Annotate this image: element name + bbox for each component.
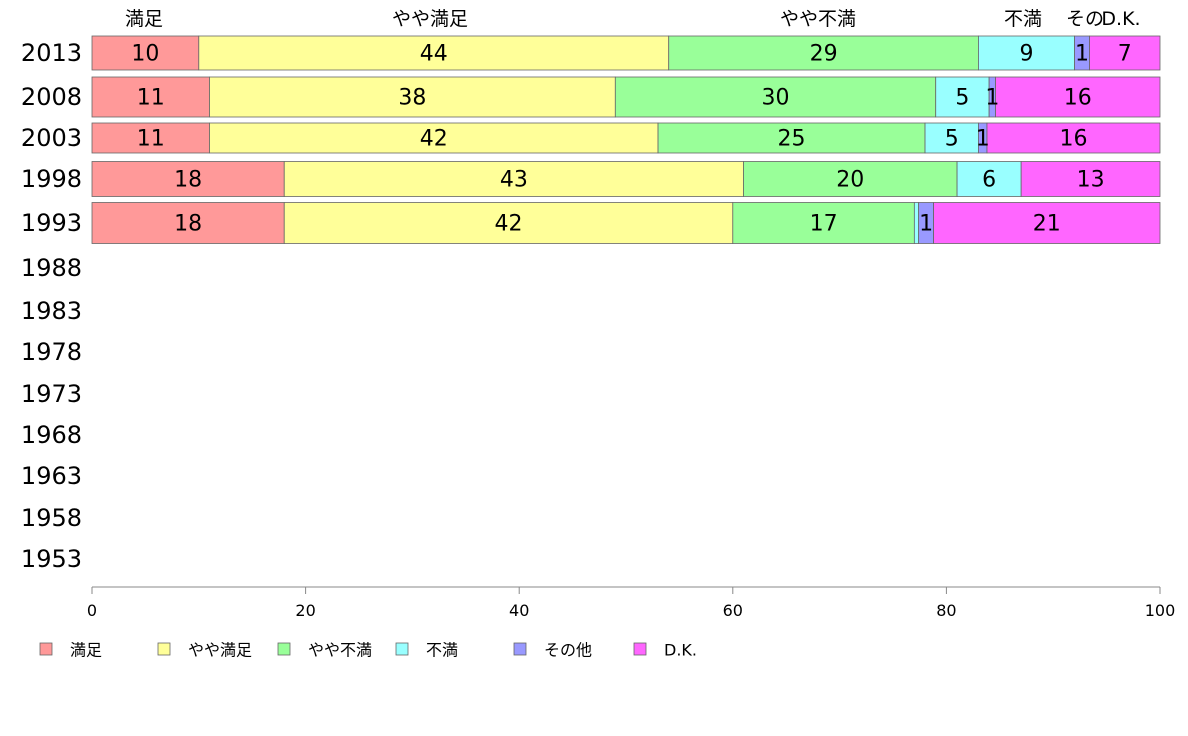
year-label-1958: 1958 bbox=[21, 504, 82, 532]
bar-1993-series-0 bbox=[91, 202, 285, 244]
year-label-1973: 1973 bbox=[21, 380, 82, 408]
data-label-2008-series-5: 16 bbox=[1064, 86, 1092, 111]
year-label-1983: 1983 bbox=[21, 297, 82, 325]
x-tick-label-60: 60 bbox=[723, 601, 743, 620]
legend-swatch-series-3 bbox=[395, 642, 409, 656]
data-label-2003-series-3: 5 bbox=[945, 127, 959, 152]
data-label-1993-series-5: 21 bbox=[1033, 212, 1061, 237]
year-label-1993: 1993 bbox=[21, 209, 82, 237]
bar-1998-series-1 bbox=[283, 161, 744, 197]
bar-1998-series-5 bbox=[1020, 161, 1161, 197]
legend-label-series-5: D.K. bbox=[664, 641, 697, 660]
bar-2003-series-0 bbox=[91, 122, 210, 154]
data-label-1998-series-3: 6 bbox=[982, 168, 996, 193]
legend-label-series-1: やや満足 bbox=[188, 641, 252, 660]
data-label-1993-series-4: 1 bbox=[919, 212, 933, 237]
data-label-2003-series-1: 42 bbox=[420, 127, 448, 152]
bar-1993-series-1 bbox=[283, 202, 734, 244]
year-label-1953: 1953 bbox=[21, 545, 82, 573]
data-label-2008-series-1: 38 bbox=[398, 86, 426, 111]
x-tick-label-40: 40 bbox=[509, 601, 529, 620]
bar-2003-series-5 bbox=[986, 122, 1161, 154]
legend-swatch-series-4 bbox=[513, 642, 527, 656]
data-label-1998-series-1: 43 bbox=[500, 168, 528, 193]
header-label-series-1: やや満足 bbox=[392, 8, 468, 30]
data-label-2008-series-0: 11 bbox=[137, 86, 165, 111]
data-label-2003-series-0: 11 bbox=[137, 127, 165, 152]
x-tick-label-20: 20 bbox=[295, 601, 315, 620]
data-label-2003-series-5: 16 bbox=[1059, 127, 1087, 152]
year-label-1998: 1998 bbox=[21, 165, 82, 193]
legend: 満足 やや満足 やや不満 不満 その他 D.K. bbox=[39, 641, 697, 660]
year-axis-labels: 2013 2008 2003 1998 1993 1988 1983 1978 1973 1968… bbox=[21, 39, 82, 573]
header-label-series-3: 不満 bbox=[1004, 8, 1042, 30]
bar-2008-series-3 bbox=[935, 76, 990, 118]
data-label-1998-series-5: 13 bbox=[1077, 168, 1105, 193]
x-tick-label-80: 80 bbox=[936, 601, 956, 620]
data-label-2013-series-4: 1 bbox=[1075, 42, 1089, 67]
x-tick-label-100: 100 bbox=[1145, 601, 1176, 620]
data-label-2013-series-3: 9 bbox=[1020, 42, 1034, 67]
year-label-1978: 1978 bbox=[21, 338, 82, 366]
data-label-2013-series-0: 10 bbox=[131, 42, 159, 67]
data-label-1998-series-2: 20 bbox=[836, 168, 864, 193]
data-label-2008-series-2: 30 bbox=[762, 86, 790, 111]
bar-2013-series-2 bbox=[668, 35, 979, 71]
data-label-2013-series-1: 44 bbox=[420, 42, 448, 67]
legend-swatch-series-2 bbox=[277, 642, 291, 656]
data-label-2013-series-2: 29 bbox=[810, 42, 838, 67]
data-label-2013-series-5: 7 bbox=[1118, 42, 1132, 67]
bar-1998-series-3 bbox=[956, 161, 1022, 197]
bar-2013-series-1 bbox=[198, 35, 670, 71]
header-label-series-2: やや不満 bbox=[780, 8, 856, 30]
legend-label-series-3: 不満 bbox=[426, 641, 458, 660]
year-label-2003: 2003 bbox=[21, 124, 82, 152]
year-label-2013: 2013 bbox=[21, 39, 82, 67]
bar-2003-series-1 bbox=[209, 122, 659, 154]
bar-2013-series-5 bbox=[1089, 35, 1161, 71]
year-label-2008: 2008 bbox=[21, 83, 82, 111]
bar-1993-series-3 bbox=[913, 202, 920, 244]
data-label-2003-series-4: 1 bbox=[976, 127, 990, 152]
header-label-series-4: その bbox=[1066, 8, 1104, 30]
segment-header-labels: 満足 やや満足 やや不満 不満 そのD.K. bbox=[125, 8, 1141, 30]
data-label-1993-series-1: 42 bbox=[495, 212, 523, 237]
legend-swatch-series-5 bbox=[633, 642, 647, 656]
year-label-1963: 1963 bbox=[21, 462, 82, 490]
legend-label-series-4: その他 bbox=[544, 641, 592, 660]
header-label-series-5: D.K. bbox=[1101, 8, 1140, 30]
bar-2013-series-0 bbox=[91, 35, 200, 71]
year-label-1988: 1988 bbox=[21, 254, 82, 282]
bar-2008-series-2 bbox=[614, 76, 937, 118]
bar-2008-series-1 bbox=[209, 76, 616, 118]
legend-label-series-0: 満足 bbox=[70, 641, 102, 660]
year-label-1968: 1968 bbox=[21, 421, 82, 449]
bar-1993-series-5 bbox=[933, 202, 1161, 244]
legend-swatch-series-0 bbox=[39, 642, 53, 656]
bar-2008-series-0 bbox=[91, 76, 210, 118]
data-label-1993-series-2: 17 bbox=[810, 212, 838, 237]
bar-2008-series-5 bbox=[995, 76, 1161, 118]
legend-label-series-2: やや不満 bbox=[308, 641, 372, 660]
bar-2003-series-3 bbox=[924, 122, 979, 154]
data-label-2003-series-2: 25 bbox=[778, 127, 806, 152]
legend-swatch-series-1 bbox=[157, 642, 171, 656]
data-label-1998-series-0: 18 bbox=[174, 168, 202, 193]
bar-1993-series-2 bbox=[732, 202, 915, 244]
data-label-1993-series-0: 18 bbox=[174, 212, 202, 237]
header-label-series-0: 満足 bbox=[125, 8, 163, 30]
bar-2013-series-3 bbox=[978, 35, 1075, 71]
x-axis: 0 20 40 60 80 100 bbox=[87, 586, 1176, 620]
data-label-2008-series-3: 5 bbox=[955, 86, 969, 111]
bar-1998-series-0 bbox=[91, 161, 285, 197]
x-tick-label-0: 0 bbox=[87, 601, 97, 620]
data-label-2008-series-4: 1 bbox=[985, 86, 999, 111]
